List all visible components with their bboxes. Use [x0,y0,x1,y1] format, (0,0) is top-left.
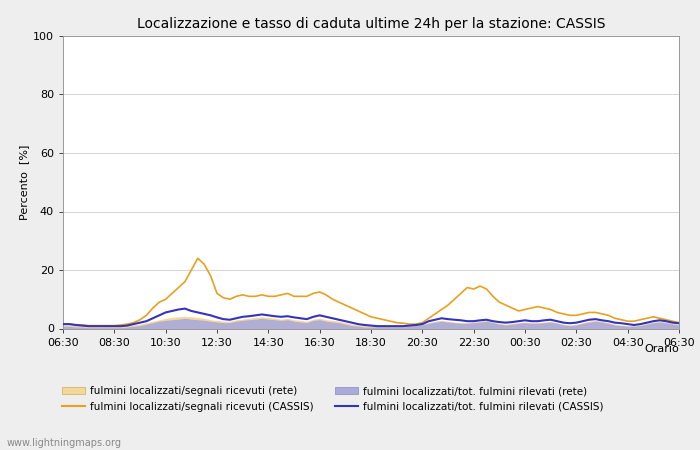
Text: www.lightningmaps.org: www.lightningmaps.org [7,438,122,448]
Text: Orario: Orario [644,344,679,354]
Legend: fulmini localizzati/segnali ricevuti (rete), fulmini localizzati/segnali ricevut: fulmini localizzati/segnali ricevuti (re… [62,387,603,412]
Title: Localizzazione e tasso di caduta ultime 24h per la stazione: CASSIS: Localizzazione e tasso di caduta ultime … [136,17,606,31]
Y-axis label: Percento  [%]: Percento [%] [19,144,29,220]
